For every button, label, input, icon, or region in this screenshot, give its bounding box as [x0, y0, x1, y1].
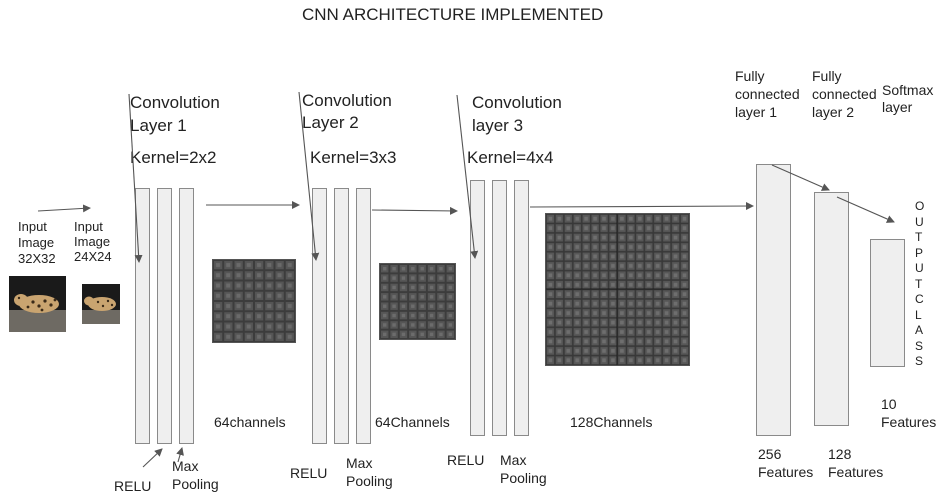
- output-class-letter: T: [915, 276, 923, 291]
- conv3-title-line2: layer 3: [472, 116, 524, 135]
- conv3-relu: RELU: [447, 452, 485, 468]
- conv3-feature-map: [545, 213, 690, 366]
- fc1-layer: [756, 164, 791, 436]
- conv3-maxpool-line1: Max: [500, 452, 527, 468]
- softmax-layer: [870, 239, 905, 367]
- fc2-count: 128: [828, 446, 852, 462]
- output-class-letter: U: [915, 214, 924, 229]
- pointer-relu1: [142, 448, 163, 468]
- conv2-maxpool-line1: Max: [346, 455, 373, 471]
- conv1-channels: 64channels: [214, 414, 286, 430]
- arrow-conv3-to-fc1: [529, 202, 754, 211]
- input-image-32x32: [9, 276, 66, 332]
- pointer-conv1: [128, 93, 143, 263]
- softmax-unit: Features: [881, 414, 937, 430]
- input2-label-line3: 24X24: [74, 249, 112, 264]
- diagram-title: CNN ARCHITECTURE IMPLEMENTED: [302, 5, 604, 24]
- conv2-title-line1: Convolution: [302, 91, 392, 110]
- output-class-letter: S: [915, 338, 924, 353]
- input1-label-line3: 32X32: [18, 251, 56, 266]
- conv3-channels: 128Channels: [570, 414, 653, 430]
- arrow-input-to-crop: [37, 204, 91, 213]
- conv2-feature-map: [379, 263, 456, 340]
- output-class-letter: C: [915, 292, 924, 306]
- conv2-column-conv: [312, 188, 327, 444]
- conv1-maxpool-line1: Max: [172, 458, 199, 474]
- fc2-layer: [814, 192, 849, 426]
- conv1-title-line2: Layer 1: [130, 116, 187, 135]
- fc1-label-line3: layer 1: [735, 104, 778, 120]
- fc1-count: 256: [758, 446, 782, 462]
- output-class-letter: T: [915, 230, 923, 244]
- input1-label-line1: Input: [18, 219, 47, 234]
- input2-label-line2: Image: [74, 234, 111, 249]
- conv2-relu: RELU: [290, 465, 328, 481]
- input1-label-line2: Image: [18, 235, 55, 250]
- output-class-letter: S: [915, 354, 924, 368]
- conv2-channels: 64Channels: [375, 414, 450, 430]
- pointer-pool1: [176, 447, 184, 463]
- arrow-conv2-to-conv3: [371, 206, 458, 215]
- fc2-label-line1: Fully: [812, 68, 842, 84]
- conv2-title-line2: Layer 2: [302, 113, 359, 132]
- output-class-letter: O: [915, 199, 925, 213]
- conv2-column-pool: [356, 188, 371, 444]
- pointer-conv2: [298, 91, 320, 261]
- fc1-label-line1: Fully: [735, 68, 765, 84]
- fc1-unit: Features: [758, 464, 814, 480]
- conv2-kernel: Kernel=3x3: [310, 148, 397, 167]
- conv3-maxpool-line2: Pooling: [500, 470, 547, 486]
- fc2-unit: Features: [828, 464, 884, 480]
- conv3-kernel: Kernel=4x4: [467, 148, 554, 167]
- input2-label-line1: Input: [74, 219, 103, 234]
- arrow-fc2-to-softmax: [836, 196, 895, 223]
- conv1-maxpool-line2: Pooling: [172, 476, 219, 492]
- conv2-column-relu: [334, 188, 349, 444]
- fc1-label-line2: connected: [735, 86, 800, 102]
- fc2-label-line3: layer 2: [812, 104, 855, 120]
- output-class-letter: A: [915, 323, 924, 337]
- conv3-column-pool: [514, 180, 529, 436]
- fc2-label-line2: connected: [812, 86, 877, 102]
- softmax-label-line1: Softmax: [882, 82, 934, 98]
- conv1-relu: RELU: [114, 478, 152, 494]
- softmax-label-line2: layer: [882, 99, 913, 115]
- conv1-feature-map: [212, 259, 296, 343]
- conv1-title-line1: Convolution: [130, 93, 220, 112]
- output-class-letter: L: [915, 307, 922, 322]
- conv2-maxpool-line2: Pooling: [346, 473, 393, 489]
- pointer-conv3: [456, 94, 479, 259]
- input-image-24x24: [82, 284, 120, 324]
- output-class-letter: P: [915, 245, 924, 260]
- softmax-count: 10: [881, 396, 897, 412]
- arrow-fc1-to-fc2: [771, 164, 830, 191]
- conv1-kernel: Kernel=2x2: [130, 148, 217, 167]
- conv1-column-relu: [157, 188, 172, 444]
- conv1-column-pool: [179, 188, 194, 444]
- conv3-title-line1: Convolution: [472, 93, 562, 112]
- output-class-letter: U: [915, 261, 924, 275]
- conv3-column-relu: [492, 180, 507, 436]
